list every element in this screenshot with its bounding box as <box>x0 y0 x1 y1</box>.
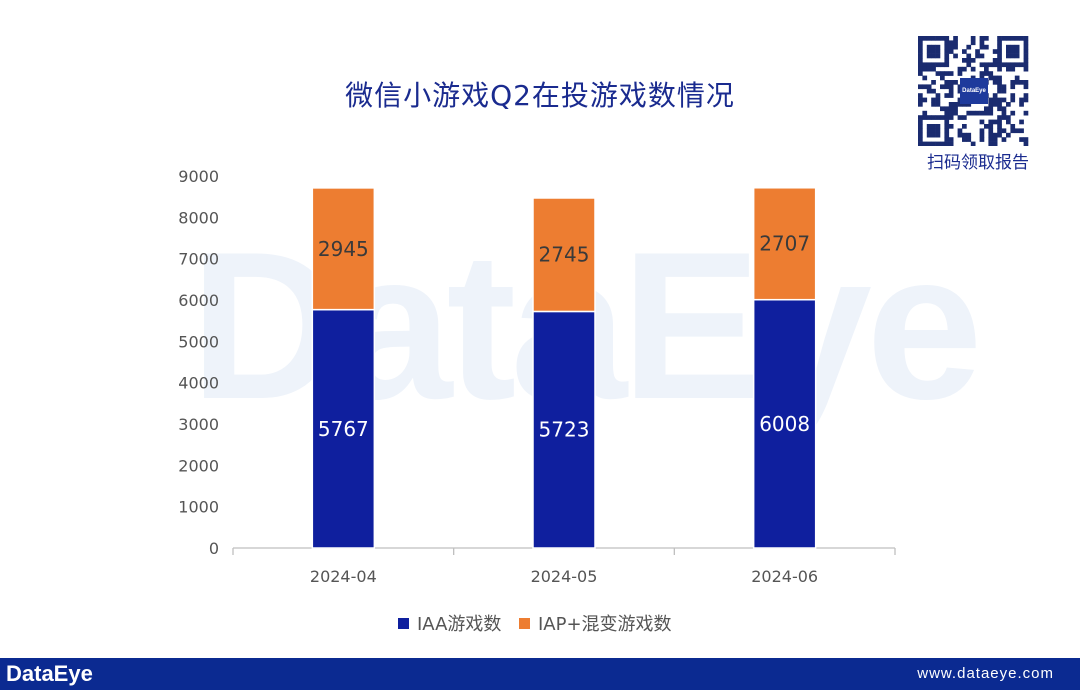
data-label: 5723 <box>539 418 590 442</box>
qr-code[interactable]: DataEye <box>918 36 1030 147</box>
bar-iaa <box>311 308 376 549</box>
qr-code-panel: DataEye 扫码领取报告 <box>918 36 1034 173</box>
y-tick-label: 4000 <box>178 374 219 393</box>
y-tick-label: 8000 <box>178 208 219 227</box>
data-label: 2745 <box>539 243 590 267</box>
x-tick-label: 2024-04 <box>310 567 377 586</box>
bar-iap <box>311 187 376 311</box>
y-tick-label: 3000 <box>178 415 219 434</box>
footer-url[interactable]: www.dataeye.com <box>917 665 1054 682</box>
x-tick-label: 2024-05 <box>531 567 598 586</box>
data-label: 5767 <box>318 417 369 441</box>
legend-swatch-iap <box>519 618 530 629</box>
x-tick-label: 2024-06 <box>751 567 818 586</box>
data-label: 2707 <box>759 232 810 256</box>
qr-logo: DataEye <box>960 78 988 104</box>
y-tick-label: 2000 <box>178 456 219 475</box>
chart-title: 微信小游戏Q2在投游戏数情况 <box>345 79 735 112</box>
legend-swatch-iaa <box>398 618 409 629</box>
data-label: 2945 <box>318 237 369 261</box>
y-tick-label: 9000 <box>178 167 219 186</box>
qr-caption: 扫码领取报告 <box>927 153 1029 173</box>
bar-iaa <box>752 298 817 549</box>
y-tick-label: 5000 <box>178 332 219 351</box>
footer-logo: DataEye <box>6 661 93 686</box>
bar-iap <box>752 187 817 301</box>
legend-label: IAA游戏数 <box>417 614 501 635</box>
y-tick-label: 7000 <box>178 250 219 269</box>
y-tick-label: 1000 <box>178 498 219 517</box>
y-tick-label: 0 <box>209 539 219 558</box>
data-label: 6008 <box>759 412 810 436</box>
footer-bar: DataEye www.dataeye.com <box>0 658 1080 690</box>
y-tick-label: 6000 <box>178 291 219 310</box>
legend-label: IAP+混变游戏数 <box>538 614 672 635</box>
bar-iap <box>532 197 596 313</box>
bar-iaa <box>532 310 596 549</box>
